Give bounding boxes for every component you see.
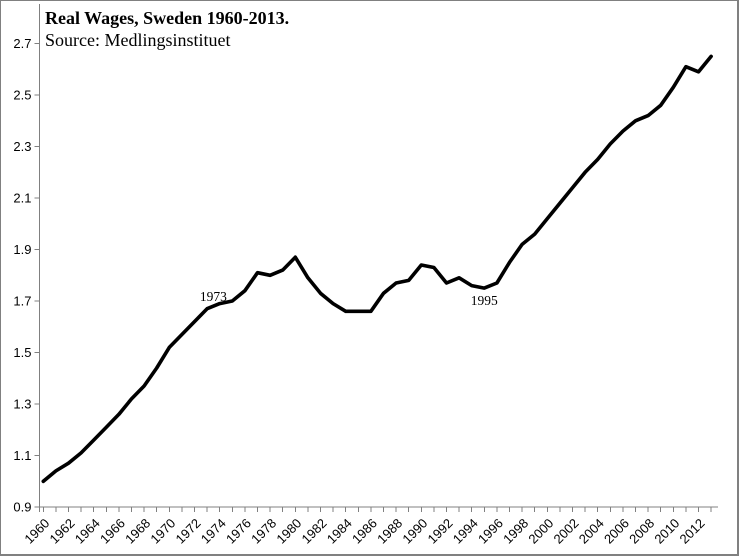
y-tick-label: 2.1: [13, 191, 31, 206]
annotation-1995: 1995: [471, 293, 498, 308]
x-tick-label: 1966: [97, 516, 128, 547]
x-tick-label: 1980: [273, 516, 304, 547]
chart-title: Real Wages, Sweden 1960-2013.: [45, 8, 290, 28]
y-tick-label: 2.5: [13, 88, 31, 103]
x-tick-label: 2004: [576, 516, 607, 547]
x-tick-label: 1974: [198, 516, 229, 547]
x-tick-label: 2012: [677, 516, 708, 547]
x-tick-label: 1976: [223, 516, 254, 547]
y-tick-label: 1.7: [13, 294, 31, 309]
annotation-1973: 1973: [200, 289, 227, 304]
y-tick-label: 1.3: [13, 397, 31, 412]
chart-subtitle: Source: Medlingsinstituet: [45, 30, 231, 50]
x-tick-label: 1978: [248, 516, 279, 547]
x-tick-label: 2002: [551, 516, 582, 547]
real-wage-line-series: [41, 54, 713, 484]
x-tick-label: 1970: [147, 516, 178, 547]
x-tick-label: 1964: [72, 516, 103, 547]
tick-labels: 0.91.11.31.51.71.92.12.32.52.71960196219…: [13, 36, 707, 547]
y-tick-label: 2.7: [13, 36, 31, 51]
x-tick-label: 2006: [601, 516, 632, 547]
x-tick-label: 1998: [500, 516, 531, 547]
x-tick-label: 1986: [349, 516, 380, 547]
x-tick-label: 1960: [21, 516, 52, 547]
x-tick-label: 1968: [122, 516, 153, 547]
x-tick-label: 2010: [651, 516, 682, 547]
x-tick-label: 1996: [475, 516, 506, 547]
x-tick-label: 1984: [324, 516, 355, 547]
x-tick-label: 1992: [425, 516, 456, 547]
x-tick-label: 1988: [374, 516, 405, 547]
y-tick-label: 2.3: [13, 139, 31, 154]
x-tick-label: 1990: [399, 516, 430, 547]
y-tick-label: 1.1: [13, 448, 31, 463]
x-tick-label: 2008: [626, 516, 657, 547]
x-tick-label: 2000: [525, 516, 556, 547]
x-tick-label: 1982: [299, 516, 330, 547]
title-block: Real Wages, Sweden 1960-2013. Source: Me…: [45, 7, 289, 51]
y-tick-label: 1.9: [13, 242, 31, 257]
y-tick-label: 1.5: [13, 345, 31, 360]
x-tick-label: 1972: [173, 516, 204, 547]
x-tick-label: 1962: [47, 516, 78, 547]
x-tick-label: 1994: [450, 516, 481, 547]
axes: [34, 4, 718, 512]
y-tick-label: 0.9: [13, 500, 31, 515]
